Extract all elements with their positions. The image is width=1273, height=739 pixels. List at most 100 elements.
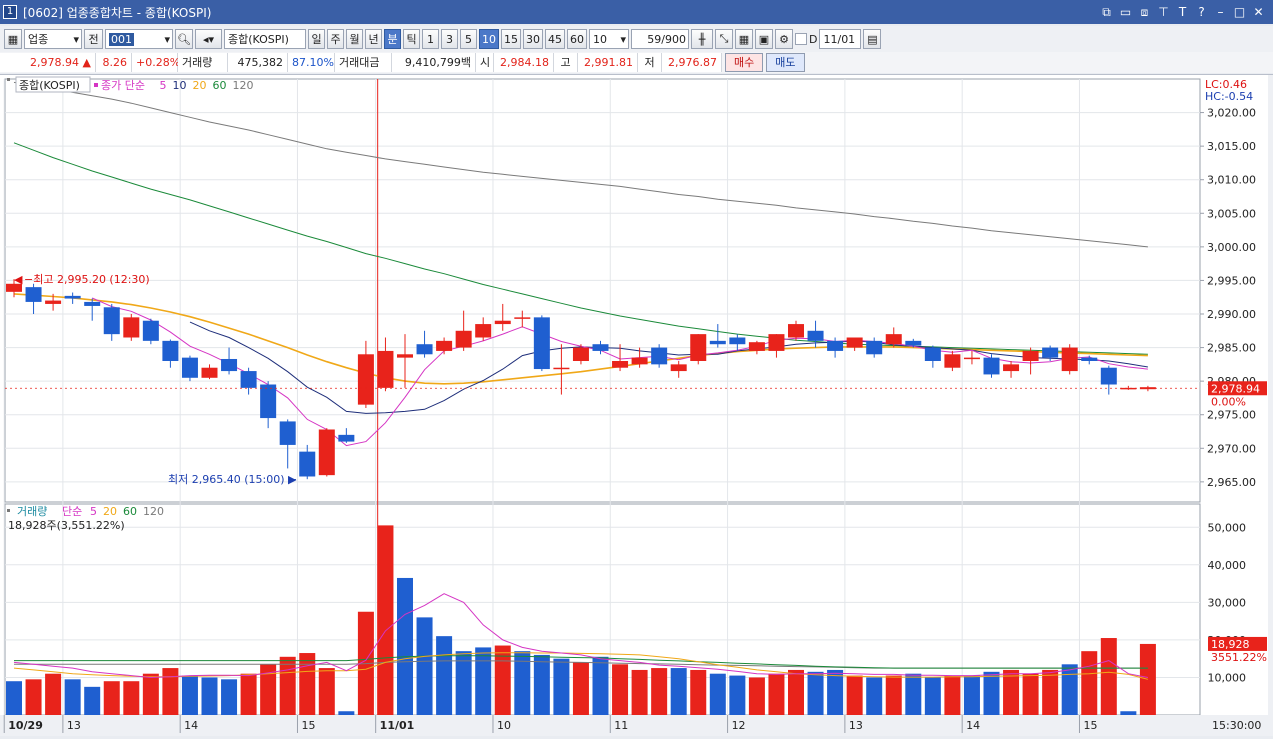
sell-button[interactable]: 매도 <box>766 53 805 72</box>
count-field[interactable]: 59 /900 <box>631 29 689 49</box>
index-name-field[interactable]: 종합(KOSPI) <box>224 29 306 49</box>
date-input[interactable]: 11/01 <box>819 29 862 49</box>
code-value: 001 <box>109 32 134 46</box>
grid-icon[interactable]: ▦ <box>735 29 753 49</box>
volume-label: 거래량 <box>178 53 228 72</box>
volume-bar <box>533 654 550 715</box>
volume-bar <box>318 668 335 715</box>
speaker-icon[interactable]: ◂▾ <box>195 29 222 49</box>
candle-body <box>592 344 609 351</box>
candle-body <box>1003 364 1020 372</box>
interval-input[interactable]: 10 ▾ <box>589 29 629 49</box>
draw-tool-icon[interactable]: ⤡ <box>715 29 733 49</box>
candle-body <box>25 287 42 302</box>
legend-bullet <box>7 509 10 512</box>
period-minute-button[interactable]: 분 <box>384 29 401 49</box>
price-legend-item: 5 <box>160 79 167 92</box>
volume-bar <box>162 668 179 715</box>
buy-button[interactable]: 매수 <box>725 53 764 72</box>
candle-body <box>455 330 472 348</box>
interval-5-button[interactable]: 5 <box>460 29 477 49</box>
tile-icon[interactable]: ⧈ <box>1140 4 1149 19</box>
volume-ma5-line <box>13 593 1148 679</box>
candle-body <box>221 358 238 372</box>
high-value: 2,991.81 <box>578 53 638 72</box>
y-tick-label: 30,000 <box>1208 596 1247 609</box>
interval-3-button[interactable]: 3 <box>441 29 458 49</box>
volume-bar <box>221 679 238 715</box>
pin-icon[interactable]: ⊤ <box>1158 4 1169 19</box>
code-input[interactable]: 001 ▾ <box>105 29 173 49</box>
lc-label: LC:0.46 <box>1205 78 1247 91</box>
font-icon[interactable]: T <box>1178 4 1187 19</box>
max-icon[interactable]: □ <box>1233 4 1246 19</box>
interval-60-button[interactable]: 60 <box>567 29 587 49</box>
period-year-button[interactable]: 년 <box>365 29 382 49</box>
volume-bar <box>651 668 668 715</box>
save-icon[interactable]: ▣ <box>755 29 773 49</box>
chart-area[interactable]: 10/29 13 14 15 11/01 10 11 12 13 14 15 15:30:00 2,96… <box>0 74 1273 736</box>
x-tick-label: 15 <box>1083 719 1097 732</box>
y-tick-label: 2,970.00 <box>1207 442 1256 455</box>
candle-body <box>64 295 81 299</box>
volume-bar <box>45 673 62 715</box>
volume-value: 475,382 <box>228 53 288 72</box>
candle-body <box>963 357 980 360</box>
category-value: 업종 <box>28 33 49 46</box>
x-tick-label: 14 <box>966 719 980 732</box>
chart-canvas[interactable]: 10/29 13 14 15 11/01 10 11 12 13 14 15 15:30:00 2,96… <box>0 75 1273 736</box>
volume-bar <box>1042 669 1059 715</box>
volume-bar <box>944 675 961 715</box>
candle-body <box>1042 347 1059 358</box>
category-select[interactable]: 업종 ▾ <box>24 29 82 49</box>
candle-type-icon[interactable]: ╫ <box>691 29 713 49</box>
minimize-icon[interactable]: ▭ <box>1119 4 1132 19</box>
change-value: 8.26 <box>96 53 132 72</box>
candle-body <box>748 342 765 351</box>
candle-body <box>1100 367 1117 385</box>
candle-body <box>260 384 277 419</box>
volume-subtitle: 18,928주(3,551.22%) <box>8 519 125 532</box>
period-tick-button[interactable]: 틱 <box>403 29 420 49</box>
min-icon[interactable]: – <box>1217 4 1224 19</box>
interval-1-button[interactable]: 1 <box>422 29 439 49</box>
interval-30-button[interactable]: 30 <box>523 29 543 49</box>
candle-body <box>162 340 179 361</box>
help-icon[interactable]: ? <box>1198 4 1205 19</box>
volume-ma20-line <box>13 652 1149 680</box>
volume-bar <box>827 669 844 715</box>
interval-15-button[interactable]: 15 <box>501 29 521 49</box>
volume-bar <box>299 653 316 715</box>
candle-body <box>514 317 531 319</box>
x-tick-label: 12 <box>732 719 746 732</box>
volume-bar <box>181 675 198 715</box>
candle-body <box>983 357 1000 375</box>
period-month-button[interactable]: 월 <box>346 29 363 49</box>
gear-icon[interactable]: ⚙ <box>775 29 793 49</box>
candle-body <box>885 334 902 345</box>
search-icon[interactable]: 🔍︎ <box>175 29 193 49</box>
chart-layout-icon[interactable]: ▦ <box>4 29 22 49</box>
volume-bar <box>240 673 257 715</box>
candle-body <box>6 283 22 292</box>
volume-bar <box>748 677 765 715</box>
candle-body <box>924 347 941 361</box>
jeon-button[interactable]: 전 <box>84 29 103 49</box>
legend-marker <box>94 83 98 87</box>
up-arrow-icon: ▲ <box>82 56 91 69</box>
period-day-button[interactable]: 일 <box>308 29 325 49</box>
y-tick-label: 2,965.00 <box>1207 476 1256 489</box>
interval-10-button[interactable]: 10 <box>479 29 499 49</box>
close-icon[interactable]: ✕ <box>1253 4 1264 19</box>
min-marker-icon: ▶ <box>288 473 297 486</box>
calendar-icon[interactable]: ▤ <box>863 29 882 49</box>
candle-body <box>142 320 159 341</box>
date-checkbox[interactable] <box>795 33 807 45</box>
volume-bar <box>397 577 413 715</box>
restore-icon[interactable]: ⧉ <box>1102 4 1111 19</box>
interval-45-button[interactable]: 45 <box>545 29 565 49</box>
candle-body <box>709 340 726 345</box>
low-label: 저 <box>638 53 662 72</box>
volume-bar <box>866 677 883 715</box>
period-week-button[interactable]: 주 <box>327 29 344 49</box>
